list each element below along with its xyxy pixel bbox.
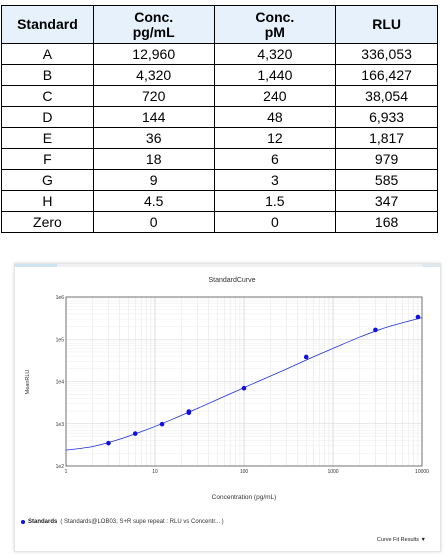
- cell-rlu: 6,933: [335, 106, 438, 128]
- legend-series-detail: ( Standards@LOB03, S+R supe repeat : RLU…: [60, 519, 224, 525]
- data-points: [106, 314, 421, 446]
- cell-rlu: 336,053: [335, 43, 438, 65]
- x-tick-label: 100: [240, 469, 249, 475]
- table-row: B 4,320 1,440 166,427: [1, 64, 438, 86]
- cell-rlu: 168: [335, 211, 438, 233]
- x-tick-label: 10: [152, 469, 158, 475]
- x-axis-label: Concentration (pg/mL): [212, 494, 277, 501]
- cell-standard: F: [1, 148, 94, 170]
- x-tick-label: 1000: [327, 469, 338, 475]
- table-row: G 9 3 585: [1, 169, 438, 191]
- cell-pm: 48: [213, 106, 337, 128]
- cell-standard: G: [1, 169, 94, 191]
- table-row: A 12,960 4,320 336,053: [1, 43, 438, 65]
- x-tick-label: 1: [65, 469, 68, 475]
- cell-pgml: 18: [92, 148, 215, 170]
- cell-pgml: 36: [92, 127, 215, 149]
- cell-pgml: 0: [92, 211, 215, 233]
- cell-standard: A: [1, 43, 94, 65]
- cell-rlu: 979: [335, 148, 438, 170]
- y-tick-label: 1e5: [56, 337, 65, 343]
- table-row: F 18 6 979: [1, 148, 438, 170]
- table-row: D 144 48 6,933: [1, 106, 438, 128]
- cell-rlu: 38,054: [335, 85, 438, 107]
- cell-pm: 6: [213, 148, 337, 170]
- x-tick-label: 10000: [415, 469, 429, 475]
- cell-pm: 0: [213, 211, 337, 233]
- cell-pgml: 12,960: [92, 43, 215, 65]
- panel-top-accent: [15, 264, 57, 267]
- header-conc-pm: Conc. pM: [213, 5, 337, 44]
- cell-rlu: 166,427: [335, 64, 438, 86]
- cell-pm: 3: [213, 169, 337, 191]
- panel-top-bar: [15, 264, 440, 267]
- table-row: Zero 0 0 168: [1, 211, 438, 233]
- data-point: [415, 314, 421, 320]
- cell-rlu: 347: [335, 190, 438, 212]
- header-conc-pgml: Conc. pg/mL: [92, 5, 215, 44]
- cell-rlu: 585: [335, 169, 438, 191]
- cell-pgml: 4,320: [92, 64, 215, 86]
- cell-pm: 4,320: [213, 43, 337, 65]
- cell-pm: 1,440: [213, 64, 337, 86]
- cell-standard: D: [1, 106, 94, 128]
- data-point: [373, 327, 378, 333]
- cell-standard: E: [1, 127, 94, 149]
- data-point: [241, 385, 247, 391]
- standards-table: Standard Conc. pg/mL Conc. pM RLU A 12,96…: [1, 5, 438, 233]
- y-axis-label: MeanRLU: [25, 370, 31, 395]
- standard-curve-chart: StandardCurve 1 10 100 1000 10000 1e2 1e3 1e4 1e…: [25, 277, 430, 501]
- cell-pgml: 720: [92, 85, 215, 107]
- table-header-row: Standard Conc. pg/mL Conc. pM RLU: [1, 5, 438, 44]
- legend-marker-icon: [21, 520, 25, 524]
- cell-pgml: 9: [92, 169, 215, 191]
- standard-curve-panel: StandardCurve 1 10 100 1000 10000 1e2 1e3 1e4 1e…: [14, 263, 441, 552]
- table-row: H 4.5 1.5 347: [1, 190, 438, 212]
- data-point: [106, 440, 111, 446]
- fit-curve-line: [65, 317, 423, 451]
- legend-series-name: Standards: [28, 519, 58, 525]
- chart-grid: [65, 296, 423, 467]
- chart-ticks: 1 10 100 1000 10000 1e2 1e3 1e4 1e5 1e6: [56, 295, 430, 475]
- y-tick-label: 1e2: [56, 464, 65, 470]
- header-rlu: RLU: [335, 5, 438, 44]
- chart-legend: Standards ( Standards@LOB03, S+R supe re…: [21, 519, 224, 525]
- data-point: [303, 354, 309, 360]
- cell-standard: Zero: [1, 211, 94, 233]
- cell-standard: B: [1, 64, 94, 86]
- data-point: [132, 431, 138, 436]
- cell-pgml: 4.5: [92, 190, 215, 212]
- cell-standard: C: [1, 85, 94, 107]
- chart-title: StandardCurve: [208, 277, 255, 284]
- plot-area-frame: [65, 296, 423, 467]
- y-tick-label: 1e4: [56, 380, 65, 386]
- curve-fit-results-toggle[interactable]: Curve Fit Results ▼: [376, 537, 426, 543]
- table-row: E 36 12 1,817: [1, 127, 438, 149]
- y-tick-label: 1e6: [56, 295, 65, 301]
- cell-standard: H: [1, 190, 94, 212]
- cell-pm: 240: [213, 85, 337, 107]
- cell-pm: 12: [213, 127, 337, 149]
- cell-pm: 1.5: [213, 190, 337, 212]
- table-body: A 12,960 4,320 336,053 B 4,320 1,440 166,427 C 72…: [1, 43, 438, 233]
- cell-pgml: 144: [92, 106, 215, 128]
- data-point: [159, 421, 165, 427]
- cell-rlu: 1,817: [335, 127, 438, 149]
- data-point: [186, 409, 192, 414]
- table-row: C 720 240 38,054: [1, 85, 438, 107]
- header-standard: Standard: [1, 5, 94, 44]
- panel-top-accent-right: [422, 264, 440, 267]
- y-tick-label: 1e3: [56, 422, 65, 428]
